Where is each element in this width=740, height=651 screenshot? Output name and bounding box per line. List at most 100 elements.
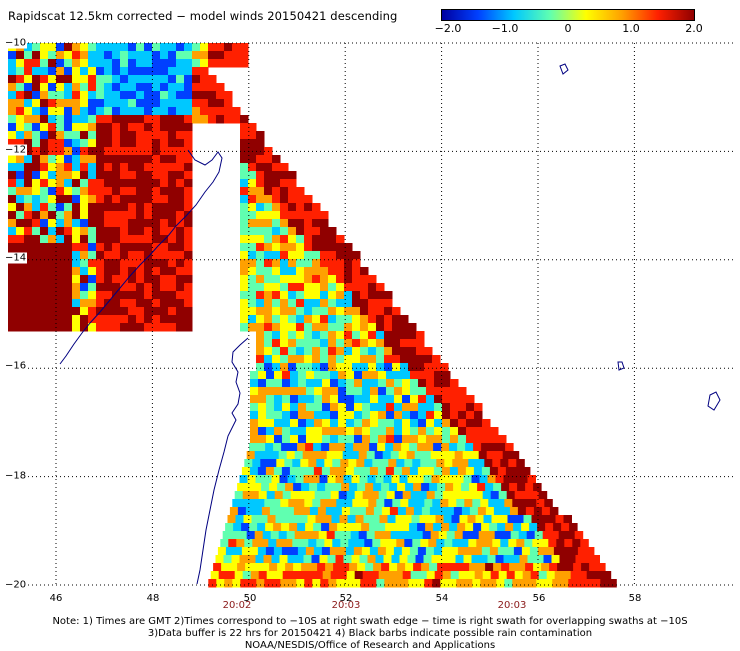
- swath-cell: [478, 451, 488, 460]
- swath-cell: [297, 467, 307, 476]
- swath-cell: [299, 515, 308, 524]
- swath-cell: [527, 475, 536, 484]
- swath-cell: [168, 203, 177, 212]
- swath-cell: [508, 459, 517, 468]
- swath-cell: [200, 75, 209, 84]
- swath-cell: [328, 283, 337, 292]
- swath-cell: [467, 515, 476, 524]
- swath-cell: [248, 259, 257, 268]
- swath-cell: [361, 523, 370, 532]
- swath-cell: [8, 99, 17, 108]
- swath-cell: [144, 115, 153, 124]
- swath-cell: [305, 467, 315, 476]
- swath-cell: [256, 187, 265, 196]
- swath-cell: [370, 435, 379, 444]
- lon-label: 48: [146, 593, 160, 604]
- swath-cell: [104, 283, 113, 292]
- swath-cell: [335, 555, 344, 564]
- swath-cell: [378, 419, 387, 428]
- swath-cell: [213, 563, 222, 572]
- swath-cell: [184, 211, 193, 220]
- swath-cell: [250, 395, 259, 404]
- swath-cell: [136, 219, 145, 228]
- swath-cell: [450, 491, 460, 500]
- swath-cell: [322, 427, 331, 436]
- swath-cell: [458, 395, 467, 404]
- swath-cell: [525, 563, 534, 572]
- swath-cell: [184, 259, 193, 268]
- swath-cell: [312, 331, 321, 340]
- swath-cell: [24, 67, 33, 76]
- swath-cell: [320, 283, 329, 292]
- swath-cell: [424, 499, 433, 508]
- swath-cell: [312, 355, 321, 364]
- swath-cell: [237, 507, 247, 516]
- swath-cell: [112, 259, 121, 268]
- swath-cell: [381, 483, 390, 492]
- swath-cell: [512, 579, 521, 588]
- swath-cell: [160, 179, 169, 188]
- swath-cell: [471, 555, 480, 564]
- swath-cell: [303, 555, 312, 564]
- swath-cell: [384, 347, 393, 356]
- swath-cell: [370, 411, 379, 420]
- swath-cell: [458, 411, 467, 420]
- swath-cell: [533, 483, 542, 492]
- swath-cell: [120, 267, 129, 276]
- swath-cell: [256, 227, 265, 236]
- swath-cell: [40, 67, 49, 76]
- swath-cell: [24, 251, 33, 260]
- swath-cell: [280, 195, 289, 204]
- swath-cell: [128, 83, 137, 92]
- swath-cell: [184, 203, 193, 212]
- swath-cell: [355, 515, 364, 524]
- swath-cell: [466, 403, 475, 412]
- swath-cell: [112, 107, 121, 116]
- swath-cell: [96, 259, 105, 268]
- swath-cell: [338, 427, 347, 436]
- swath-cell: [505, 467, 515, 476]
- swath-cell: [56, 43, 65, 52]
- swath-cell: [56, 179, 65, 188]
- colorbar-tick-1: −2.0: [434, 22, 462, 35]
- swath-cell: [458, 419, 467, 428]
- swath-cell: [412, 459, 421, 468]
- swath-cell: [274, 387, 283, 396]
- swath-cell: [328, 323, 337, 332]
- swath-cell: [24, 91, 33, 100]
- swath-cell: [144, 171, 153, 180]
- swath-cell: [519, 475, 528, 484]
- swath-cell: [256, 203, 265, 212]
- swath-cell: [539, 515, 548, 524]
- swath-cell: [281, 547, 291, 556]
- swath-cell: [152, 115, 161, 124]
- swath-cell: [248, 211, 257, 220]
- swath-cell: [56, 163, 65, 172]
- swath-cell: [328, 291, 337, 300]
- swath-cell: [366, 451, 376, 460]
- swath-cell: [418, 491, 428, 500]
- swath-cell: [385, 443, 394, 452]
- swath-cell: [232, 579, 241, 588]
- swath-cell: [317, 507, 327, 516]
- swath-cell: [112, 307, 121, 316]
- swath-cell: [8, 275, 17, 284]
- swath-cell: [168, 251, 177, 260]
- swath-cell: [308, 539, 317, 548]
- swath-cell: [386, 419, 395, 428]
- swath-cell: [264, 171, 273, 180]
- swath-cell: [176, 171, 185, 180]
- colorbar-tick-5: 2.0: [685, 22, 703, 35]
- swath-cell: [282, 371, 291, 380]
- swath-cell: [32, 107, 41, 116]
- swath-cell: [354, 379, 363, 388]
- swath-cell: [72, 251, 81, 260]
- swath-cell: [24, 195, 33, 204]
- swath-cell: [136, 155, 145, 164]
- swath-cell: [304, 299, 313, 308]
- swath-cell: [535, 555, 544, 564]
- swath-cell: [514, 571, 524, 580]
- swath-cell: [8, 163, 17, 172]
- swath-cell: [24, 235, 33, 244]
- swath-cell: [232, 107, 241, 116]
